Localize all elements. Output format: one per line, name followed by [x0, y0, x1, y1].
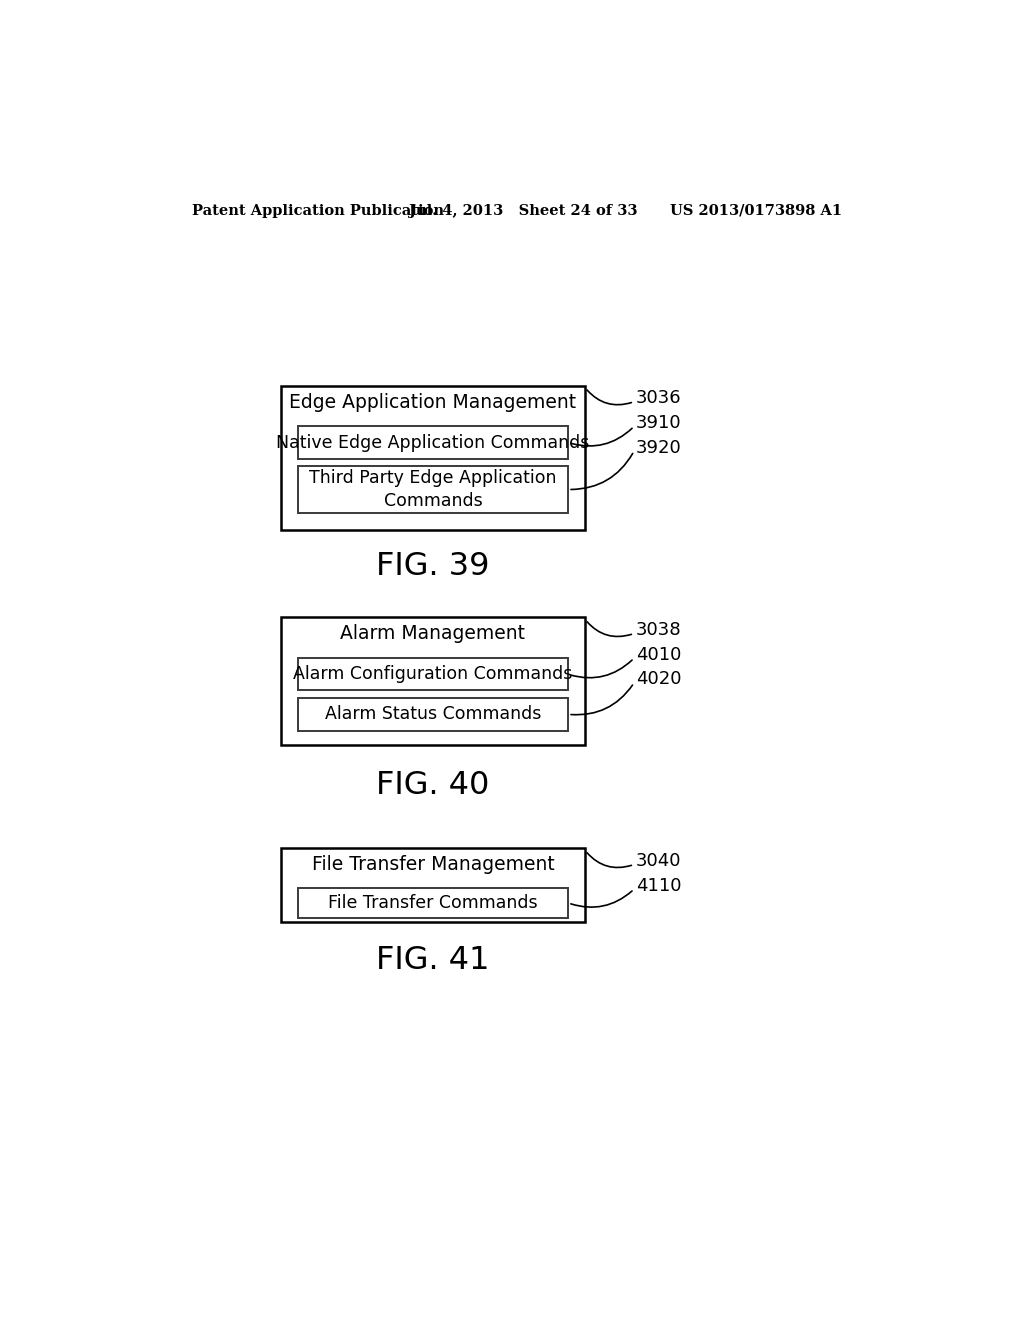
- Text: 3040: 3040: [636, 853, 681, 870]
- Text: Edge Application Management: Edge Application Management: [290, 392, 577, 412]
- Text: Alarm Management: Alarm Management: [340, 624, 525, 643]
- Text: US 2013/0173898 A1: US 2013/0173898 A1: [671, 203, 843, 218]
- Bar: [281, 849, 586, 923]
- Text: File Transfer Commands: File Transfer Commands: [328, 894, 538, 912]
- Bar: [298, 426, 568, 459]
- Text: FIG. 39: FIG. 39: [376, 550, 489, 582]
- Text: FIG. 40: FIG. 40: [376, 771, 489, 801]
- Text: Alarm Configuration Commands: Alarm Configuration Commands: [293, 665, 572, 684]
- Text: 3036: 3036: [636, 389, 681, 408]
- Text: 4110: 4110: [636, 876, 681, 895]
- Text: Native Edge Application Commands: Native Edge Application Commands: [276, 433, 590, 451]
- Bar: [281, 618, 586, 744]
- Bar: [298, 466, 568, 512]
- Text: 4020: 4020: [636, 671, 681, 689]
- Text: FIG. 41: FIG. 41: [376, 945, 489, 977]
- Text: Alarm Status Commands: Alarm Status Commands: [325, 705, 541, 723]
- Text: 4010: 4010: [636, 645, 681, 664]
- Text: 3910: 3910: [636, 414, 681, 432]
- Text: File Transfer Management: File Transfer Management: [311, 855, 554, 874]
- Text: 3920: 3920: [636, 438, 681, 457]
- Bar: [298, 888, 568, 917]
- Text: 3038: 3038: [636, 622, 681, 639]
- Text: Third Party Edge Application
Commands: Third Party Edge Application Commands: [309, 469, 557, 511]
- Bar: [298, 698, 568, 730]
- Text: Patent Application Publication: Patent Application Publication: [193, 203, 444, 218]
- Bar: [298, 659, 568, 690]
- Text: Jul. 4, 2013   Sheet 24 of 33: Jul. 4, 2013 Sheet 24 of 33: [409, 203, 637, 218]
- Bar: [281, 385, 586, 529]
